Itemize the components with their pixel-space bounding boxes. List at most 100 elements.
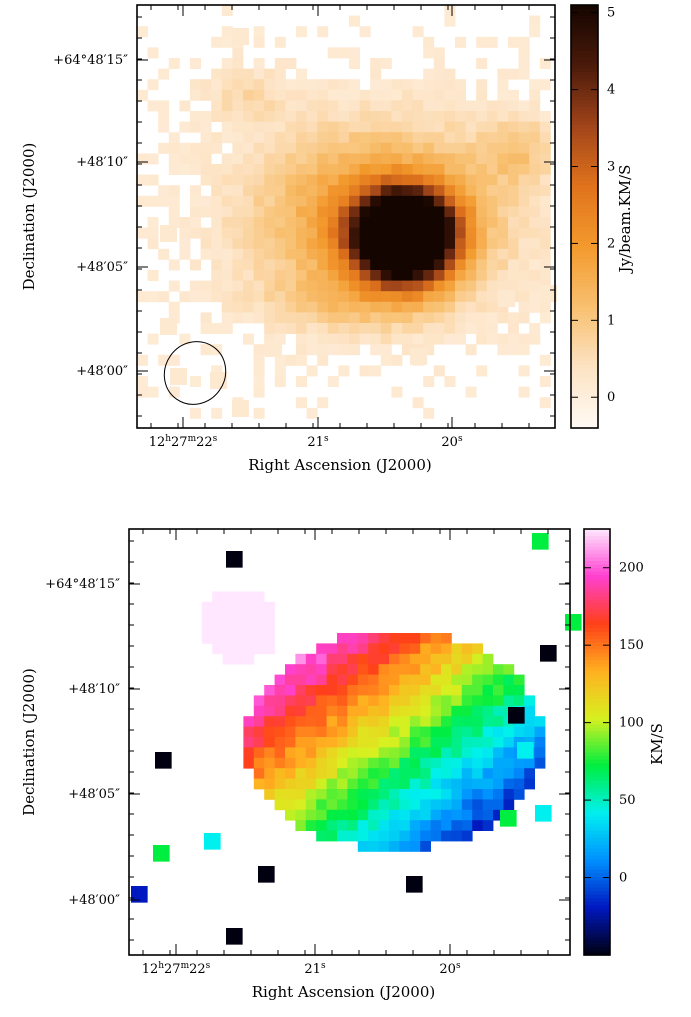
map-cell <box>497 79 509 91</box>
colorbar-band <box>571 153 598 158</box>
map-cell <box>296 195 307 207</box>
colorbar-band <box>571 364 598 369</box>
x-tick-hours: 12 <box>149 435 166 450</box>
map-cell <box>296 270 307 281</box>
map-cell <box>158 291 170 303</box>
map-cell <box>493 695 504 707</box>
map-cell <box>476 132 488 144</box>
colorbar-band <box>584 912 610 917</box>
map-cell <box>508 185 519 197</box>
map-cell <box>274 747 286 759</box>
map-cell <box>420 653 431 665</box>
map-cell <box>359 227 371 239</box>
y-axis-label: Declination (J2000) <box>20 668 38 816</box>
map-cell <box>380 153 392 165</box>
map-cell <box>497 259 509 271</box>
map-cell <box>179 100 191 112</box>
map-cell <box>212 601 223 613</box>
colorbar-band <box>571 107 598 112</box>
map-cell <box>455 174 466 186</box>
map-cell <box>402 206 413 218</box>
map-cell <box>274 58 286 69</box>
map-cell <box>465 386 477 398</box>
map-cell <box>305 674 317 686</box>
map-cell <box>420 685 431 696</box>
map-cell <box>274 89 286 101</box>
map-cell <box>465 259 477 271</box>
map-cell <box>409 695 421 707</box>
map-cell <box>285 664 296 675</box>
map-cell <box>211 68 223 80</box>
map-cell <box>232 47 244 59</box>
map-cell <box>274 259 286 271</box>
map-cell <box>444 259 456 271</box>
colorbar-band <box>584 734 610 740</box>
map-cell <box>253 58 265 69</box>
x-tick-m-sup: m <box>181 961 190 971</box>
map-cell <box>444 333 456 345</box>
map-cell <box>221 58 233 69</box>
map-cell <box>486 206 498 218</box>
map-cell <box>476 217 488 228</box>
map-cell <box>444 174 456 186</box>
map-cell <box>423 312 435 324</box>
y-axis-label: Declination (J2000) <box>20 143 38 291</box>
map-cell <box>430 809 442 821</box>
map-cell <box>472 685 483 696</box>
map-cell <box>232 259 244 271</box>
map-cell <box>430 799 442 811</box>
map-cell <box>264 68 276 80</box>
map-cell <box>264 185 276 197</box>
map-cell <box>316 737 327 748</box>
map-cell <box>391 217 403 228</box>
map-cell <box>264 768 275 779</box>
map-cell <box>349 280 360 292</box>
map-cell <box>444 15 456 27</box>
map-cell <box>264 301 276 313</box>
map-cell <box>317 89 329 101</box>
map-cell <box>539 397 551 409</box>
x-tick-hours: 12 <box>142 962 159 977</box>
map-cell <box>508 217 519 228</box>
colorbar-band <box>571 318 598 323</box>
x-tick-seconds: 21 <box>307 435 324 450</box>
map-cell <box>518 111 530 122</box>
map-cell <box>296 301 307 313</box>
map-cell <box>482 820 494 831</box>
map-cell <box>518 312 530 324</box>
map-cell <box>508 164 519 175</box>
map-cell <box>433 142 445 154</box>
colorbar-band <box>584 876 610 882</box>
map-cell <box>253 747 265 759</box>
isolated-pixel <box>131 886 148 903</box>
map-cell <box>179 217 191 228</box>
map-cell <box>476 36 488 48</box>
map-cell <box>190 407 201 419</box>
map-cell <box>296 121 307 133</box>
map-cell <box>338 333 350 345</box>
colorbar-band <box>571 322 598 327</box>
map-cell <box>264 153 276 165</box>
map-cell <box>359 121 371 133</box>
map-cell <box>296 206 307 218</box>
colorbar-band <box>571 114 598 119</box>
map-cell <box>482 705 494 717</box>
map-cell <box>476 291 488 303</box>
map-cell <box>529 301 541 313</box>
map-cell <box>221 206 233 218</box>
map-cell <box>253 121 265 133</box>
colorbar-band <box>571 191 598 196</box>
map-cell <box>380 121 392 133</box>
map-cell <box>455 185 466 197</box>
map-cell <box>476 280 488 292</box>
colorbar-tick-label: 3 <box>607 160 615 175</box>
colorbar-band <box>584 766 610 771</box>
map-cell <box>190 227 201 239</box>
map-cell <box>539 111 551 122</box>
map-cell <box>465 206 477 218</box>
map-cell <box>305 768 317 779</box>
map-cell <box>441 757 452 769</box>
map-cell <box>306 333 318 345</box>
